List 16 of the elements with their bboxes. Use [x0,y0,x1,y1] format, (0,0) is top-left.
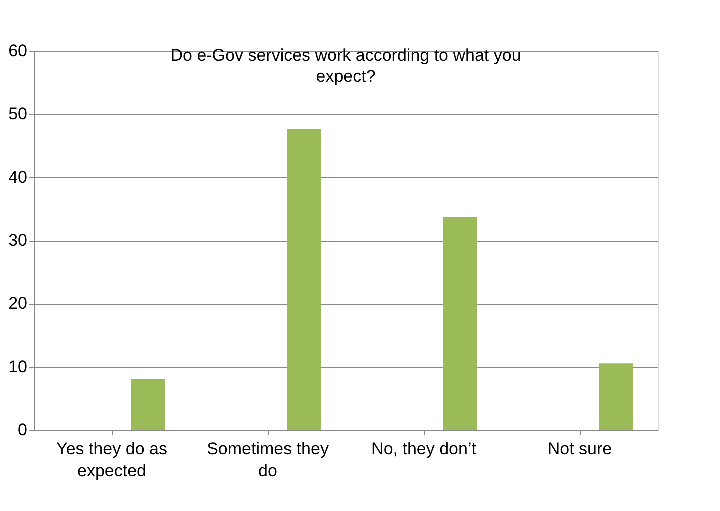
y-tick-label: 30 [8,231,28,250]
y-tick-label: 50 [8,104,28,124]
y-tick-label: 60 [8,42,28,60]
chart-title: Do e-Gov services work according to what you expect? [170,46,522,86]
x-tick-label: No, they don’t [372,440,477,458]
y-tick-label: 0 [18,420,28,440]
bar [131,379,165,430]
bar [443,217,477,430]
bar [287,129,321,430]
x-tick-label: Sometimes they do [207,440,330,480]
x-tick-label: Yes they do as expected [56,440,168,480]
y-tick-label: 40 [8,168,28,187]
y-tick-label: 10 [8,357,28,376]
y-tick-label: 20 [8,294,28,314]
bar [599,364,633,430]
x-tick-label: Not sure [548,440,612,458]
